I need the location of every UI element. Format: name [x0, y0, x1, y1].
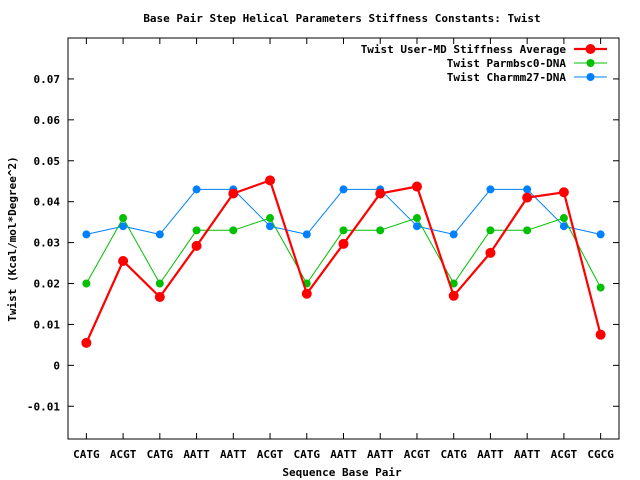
legend-marker — [586, 59, 595, 67]
series-1 — [82, 214, 605, 292]
x-axis: CATG ACGT CATG AATT AATT ACGT CATG AATT AATT ACGT… — [73, 38, 614, 461]
legend-label: Twist Charmm27-DNA — [447, 71, 567, 84]
data-point — [191, 240, 202, 251]
x-tick-label: CGCG — [587, 448, 614, 461]
data-point — [228, 188, 239, 199]
data-point — [596, 283, 605, 292]
data-point — [154, 292, 165, 303]
data-point — [595, 329, 606, 340]
data-point — [118, 256, 129, 267]
data-point — [339, 226, 348, 235]
legend-marker — [585, 44, 596, 54]
data-point — [119, 222, 128, 231]
x-tick-label: ACGT — [551, 448, 578, 461]
y-tick-label: 0.06 — [34, 114, 61, 127]
x-tick-label: AATT — [183, 448, 210, 461]
data-point — [229, 226, 238, 235]
data-point — [485, 247, 496, 258]
data-point — [265, 175, 276, 186]
y-tick-label: 0 — [53, 359, 60, 372]
x-tick-label: CATG — [73, 448, 100, 461]
x-axis-label: Sequence Base Pair — [282, 466, 402, 479]
data-point — [81, 337, 92, 348]
data-point — [449, 279, 458, 288]
data-point — [266, 214, 275, 223]
data-point — [558, 187, 569, 198]
legend-marker — [586, 73, 595, 81]
data-point — [302, 230, 311, 239]
legend-label: Twist User-MD Stiffness Average — [361, 43, 567, 56]
y-tick-label: 0.07 — [34, 73, 61, 86]
data-point — [155, 279, 164, 288]
x-tick-label: AATT — [367, 448, 394, 461]
chart-title: Base Pair Step Helical Parameters Stiffn… — [143, 12, 540, 25]
data-point — [486, 226, 495, 235]
data-point — [266, 222, 275, 231]
data-point — [155, 230, 164, 239]
y-tick-label: 0.04 — [34, 196, 61, 209]
series-0 — [81, 175, 606, 348]
data-point — [596, 230, 605, 239]
series-line — [85, 179, 602, 344]
y-tick-label: 0.05 — [34, 155, 61, 168]
data-point — [82, 279, 91, 288]
data-point — [339, 185, 348, 194]
series-group — [81, 175, 606, 348]
legend-label: Twist Parmbsc0-DNA — [447, 57, 567, 70]
x-tick-label: ACGT — [404, 448, 431, 461]
y-tick-label: 0.02 — [34, 278, 61, 291]
x-tick-label: AATT — [477, 448, 504, 461]
data-point — [412, 214, 421, 223]
x-tick-label: ACGT — [257, 448, 284, 461]
data-point — [559, 222, 568, 231]
data-point — [523, 226, 532, 235]
data-point — [449, 230, 458, 239]
data-point — [375, 188, 386, 199]
y-tick-label: 0.03 — [34, 237, 61, 250]
data-point — [523, 185, 532, 194]
data-point — [412, 222, 421, 231]
x-tick-label: CATG — [147, 448, 174, 461]
data-point — [301, 288, 312, 299]
x-tick-label: AATT — [220, 448, 247, 461]
data-point — [192, 226, 201, 235]
plot-frame — [67, 37, 620, 440]
y-axis-label: Twist (Kcal/mol*Degree^2) — [6, 156, 19, 322]
x-tick-label: CATG — [294, 448, 321, 461]
data-point — [411, 181, 422, 192]
y-axis: -0.01 0 0.01 0.02 0.03 0.04 0.05 0.06 0.07 — [27, 73, 619, 413]
series-2 — [82, 185, 605, 239]
data-point — [522, 192, 533, 203]
data-point — [486, 185, 495, 194]
y-tick-label: -0.01 — [27, 400, 60, 413]
x-tick-label: CATG — [440, 448, 467, 461]
data-point — [82, 230, 91, 239]
data-point — [119, 214, 128, 223]
data-point — [559, 214, 568, 223]
x-tick-label: AATT — [514, 448, 541, 461]
data-point — [338, 238, 349, 249]
x-tick-label: AATT — [330, 448, 357, 461]
x-tick-label: ACGT — [110, 448, 137, 461]
data-point — [376, 226, 385, 235]
data-point — [448, 290, 459, 301]
y-tick-label: 0.01 — [34, 318, 61, 331]
data-point — [192, 185, 201, 194]
